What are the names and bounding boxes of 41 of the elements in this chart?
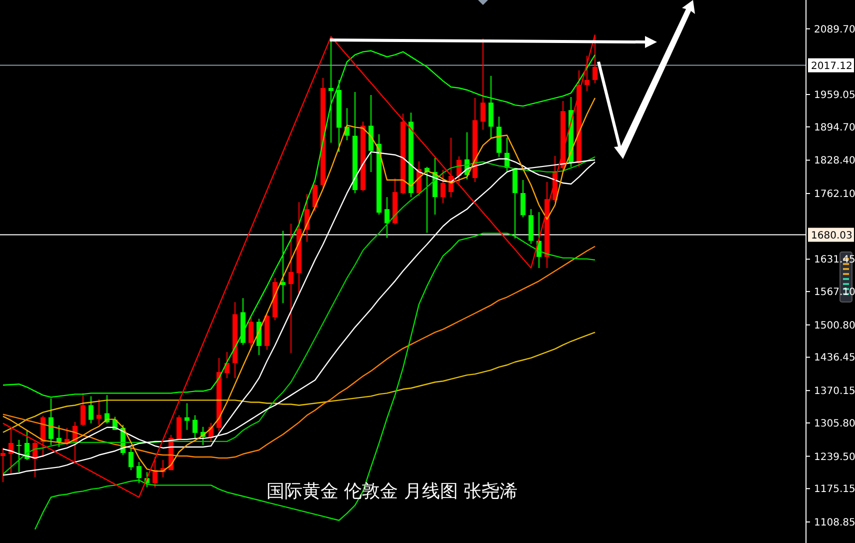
candlestick (440, 169, 446, 204)
candlestick (16, 439, 22, 473)
y-tick-label: 1500.80 (814, 320, 855, 332)
candlestick (280, 230, 286, 304)
candlestick (520, 179, 526, 218)
y-tick-label: 1631.45 (814, 254, 855, 266)
y-tick-label: 1436.45 (814, 352, 855, 364)
y-tick-label: 1762.10 (814, 189, 855, 200)
y-tick-label: 2089.70 (814, 24, 855, 36)
ref-line-label: 2017.12 (811, 60, 852, 72)
line-series (2, 246, 596, 459)
candlestick (56, 424, 62, 448)
y-tick-label: 1567.10 (814, 287, 855, 298)
line-series (2, 332, 596, 433)
candlestick (248, 316, 254, 350)
candlestick (96, 398, 102, 426)
candlestick (128, 447, 134, 471)
candlestick (80, 392, 86, 426)
text: 国际黄金 伦敦金 月线图 张尧浠 (266, 481, 518, 502)
candlestick (0, 447, 6, 483)
y-tick-label: 1370.15 (814, 386, 855, 398)
candlestick (384, 196, 390, 238)
candlestick (192, 414, 198, 438)
candlestick (88, 396, 94, 424)
candlestick (288, 223, 294, 354)
y-tick-label: 1175.15 (814, 484, 855, 496)
candlestick (312, 184, 318, 212)
line-series (34, 232, 596, 530)
candlestick (136, 462, 142, 484)
y-tick-label: 1959.05 (814, 90, 855, 101)
candlestick (176, 414, 182, 440)
candlestick (184, 402, 190, 430)
y-tick-label: 1239.50 (814, 452, 855, 463)
candlestick (152, 456, 158, 488)
ref-line-label: 1680.03 (811, 230, 852, 242)
candlestick (480, 38, 486, 130)
y-tick-label: 1305.80 (814, 418, 855, 430)
y-tick-label: 1828.40 (814, 156, 855, 167)
y-tick-label: 1894.70 (814, 122, 855, 134)
y-tick-label: 1108.85 (814, 517, 855, 528)
candlestick (584, 55, 590, 92)
